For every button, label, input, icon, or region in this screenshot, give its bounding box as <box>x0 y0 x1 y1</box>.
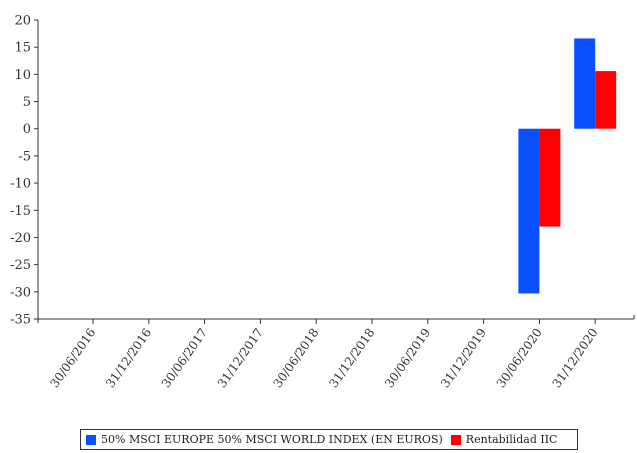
y-tick-label: -35 <box>10 313 31 328</box>
x-tick-label: 30/06/2020 <box>494 326 545 391</box>
bar-benchmark <box>574 38 596 129</box>
x-tick-label: 30/06/2018 <box>271 326 322 391</box>
x-tick-label: 31/12/2016 <box>103 326 154 391</box>
legend-item-benchmark: 50% MSCI EUROPE 50% MSCI WORLD INDEX (EN… <box>86 433 443 446</box>
y-tick-label: -10 <box>10 177 31 192</box>
legend-swatch-fund <box>450 434 461 445</box>
legend-swatch-benchmark <box>86 434 96 445</box>
y-tick-label: -25 <box>10 258 31 273</box>
legend-item-fund: Rentabilidad IIC <box>450 433 558 446</box>
y-tick-label: -30 <box>10 285 31 300</box>
x-tick-label: 30/06/2017 <box>159 326 210 391</box>
x-tick-label: 31/12/2018 <box>326 326 377 391</box>
bar-fund <box>595 71 617 129</box>
x-tick-label: 31/12/2019 <box>438 326 489 391</box>
x-tick-label: 31/12/2017 <box>215 326 266 391</box>
legend-label-fund: Rentabilidad IIC <box>465 433 558 446</box>
x-tick-label: 31/12/2020 <box>550 326 601 391</box>
bar-benchmark <box>518 128 540 294</box>
y-tick-label: -15 <box>10 204 31 219</box>
x-tick-label: 30/06/2019 <box>382 326 433 391</box>
x-tick-label: 30/06/2016 <box>47 326 98 391</box>
legend-label-benchmark: 50% MSCI EUROPE 50% MSCI WORLD INDEX (EN… <box>101 433 443 446</box>
y-tick-label: 10 <box>14 68 31 83</box>
y-tick-label: -5 <box>18 149 31 164</box>
legend: 50% MSCI EUROPE 50% MSCI WORLD INDEX (EN… <box>80 429 578 450</box>
bar-fund <box>539 128 561 227</box>
y-tick-label: 20 <box>14 14 31 29</box>
y-tick-label: -20 <box>10 231 31 246</box>
y-tick-label: 0 <box>23 122 31 137</box>
y-tick-label: 15 <box>14 41 31 56</box>
y-tick-label: 5 <box>23 95 31 110</box>
